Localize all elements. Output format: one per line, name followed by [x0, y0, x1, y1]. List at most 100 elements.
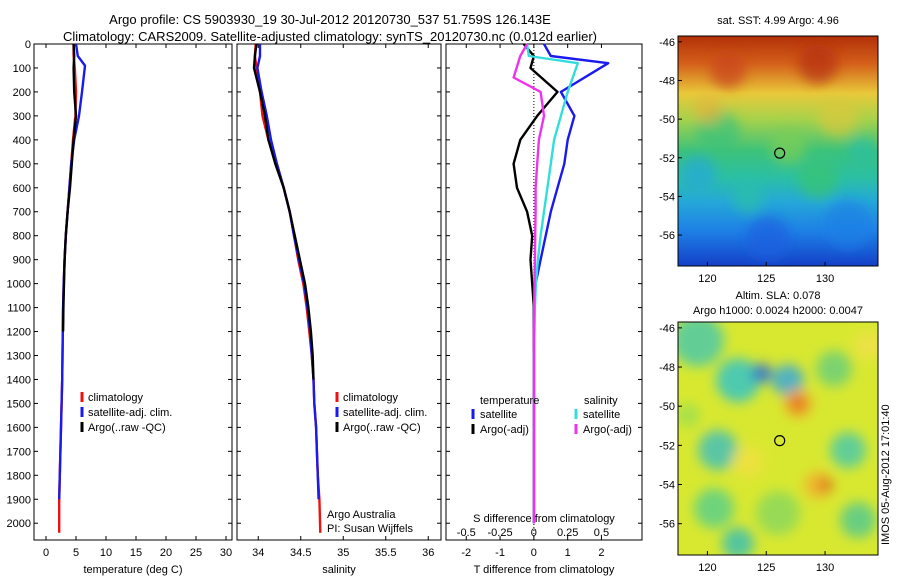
s-diff-tick-label: -0.5	[457, 527, 476, 539]
map-fill	[678, 322, 878, 555]
plot-frame	[236, 43, 442, 541]
sla-map-panel: -46 -48 -50 -52 -54 -56 120 125 130 Altim. SLA: 0…	[659, 290, 879, 574]
sst-patch	[818, 96, 858, 137]
sla-patch	[678, 322, 724, 367]
y-tick-label: -46	[659, 37, 675, 49]
x-tick-label: 125	[757, 562, 775, 574]
plot-frame	[33, 43, 233, 541]
x-tick-label: 35	[337, 547, 349, 559]
x-tick-label: 130	[816, 273, 834, 285]
y-tick-label: 1900	[7, 494, 31, 506]
x-tick-label: 34.5	[290, 547, 311, 559]
x-tick-label: 0	[531, 547, 537, 559]
sst-map-title: sat. SST: 4.99 Argo: 4.96	[717, 15, 839, 27]
x-tick-label: 1	[565, 547, 571, 559]
y-tick-label: -54	[659, 480, 675, 492]
sla-patch	[840, 502, 876, 539]
y-tick-label: 1100	[7, 303, 31, 315]
x-tick-label: 36	[422, 547, 434, 559]
x-tick-label: 25	[190, 547, 202, 559]
y-tick-label: 100	[13, 63, 31, 75]
y-tick-label: 1200	[7, 327, 31, 339]
legend-label: Argo(..raw -QC)	[88, 422, 166, 434]
sla-patch	[722, 527, 754, 555]
y-tick-label: -52	[659, 440, 675, 452]
y-tick-label: 1500	[7, 398, 31, 410]
argo-position-marker	[774, 435, 786, 447]
figure-title-line2: Climatology: CARS2009. Satellite-adjuste…	[62, 29, 597, 44]
x-tick-label: 35.5	[375, 547, 396, 559]
x-tick-label: 120	[698, 562, 716, 574]
s-diff-axis-label: S difference from climatology	[473, 513, 615, 525]
y-tick-label: -56	[659, 230, 675, 242]
y-tick-label: -54	[659, 191, 675, 203]
legend-label: climatology	[343, 392, 399, 404]
sla-patch	[716, 358, 760, 403]
x-tick-label: 10	[100, 547, 112, 559]
y-tick-label: 700	[13, 207, 31, 219]
sla-patch	[698, 430, 738, 471]
x-tick-label: 125	[757, 273, 775, 285]
argo-position-marker	[774, 147, 786, 159]
sla-patch	[752, 363, 772, 384]
legend-label: climatology	[88, 392, 144, 404]
sst-patch	[770, 128, 806, 165]
plot-frame	[445, 43, 643, 541]
sla-map-title: Altim. SLA: 0.078	[736, 290, 821, 302]
y-tick-label: 200	[13, 87, 31, 99]
sst-map-panel: -46 -48 -50 -52 -54 -56 120 125 130 sat. SST: 4.9…	[659, 15, 879, 285]
credit-line-1: Argo Australia	[327, 509, 396, 521]
x-axis-label: temperature (deg C)	[83, 564, 182, 576]
y-tick-label: 1800	[7, 470, 31, 482]
y-tick-label: 1400	[7, 374, 31, 386]
s-diff-tick-label: 0	[531, 527, 537, 539]
x-tick-label: 15	[130, 547, 142, 559]
sla-patch	[804, 471, 832, 500]
x-tick-label: 30	[220, 547, 232, 559]
legend-label: Argo(..raw -QC)	[343, 422, 421, 434]
x-axis-label: T difference from climatology	[474, 564, 615, 576]
profile-panel-3: -2 -1 0 1 2 T difference from climatology -0.5…	[445, 43, 643, 576]
sla-map-subtitle: Argo h1000: 0.0024 h2000: 0.0047	[693, 305, 863, 317]
x-tick-label: 120	[698, 273, 716, 285]
x-tick-label: 34	[252, 547, 264, 559]
series-line-3	[252, 43, 315, 380]
legend-label: satellite-adj. clim.	[88, 407, 172, 419]
sst-patch	[798, 43, 838, 84]
s-diff-tick-label: -0.25	[488, 527, 513, 539]
s-diff-tick-label: 0.25	[557, 527, 578, 539]
x-axis-label: salinity	[322, 564, 356, 576]
profile-panel-2: 34 34.5 35 35.5 36 salinity climatology satelli…	[236, 43, 442, 576]
sla-patch	[678, 403, 700, 428]
sla-patch	[732, 445, 764, 478]
x-tick-label: 0	[43, 547, 49, 559]
legend-label: Argo(-adj)	[583, 424, 632, 436]
sla-texture	[678, 322, 878, 555]
map-frame	[677, 35, 879, 267]
x-tick-label: 20	[160, 547, 172, 559]
y-tick-label: 0	[25, 39, 31, 51]
y-tick-label: 600	[13, 183, 31, 195]
sst-texture	[680, 43, 876, 261]
x-tick-label: -1	[495, 547, 505, 559]
y-tick-label: -50	[659, 401, 675, 413]
sst-patch	[746, 216, 790, 261]
legend-label: satellite	[480, 409, 517, 421]
legend-label: Argo(-adj)	[480, 424, 529, 436]
map-frame	[677, 321, 879, 556]
y-tick-label: -52	[659, 153, 675, 165]
sst-patch	[680, 156, 716, 192]
y-tick-label: 800	[13, 231, 31, 243]
x-tick-label: 130	[816, 562, 834, 574]
sla-patch	[772, 364, 804, 397]
sla-patch	[791, 396, 805, 411]
figure-title-line1: Argo profile: CS 5903930_19 30-Jul-2012 …	[109, 12, 551, 27]
legend-group-title: temperature	[480, 395, 539, 407]
y-tick-label: 300	[13, 111, 31, 123]
sla-patch	[819, 478, 833, 493]
series-line-3	[61, 43, 78, 332]
sst-patch	[694, 95, 722, 124]
s-diff-tick-label: 0.5	[594, 527, 609, 539]
map-fill	[678, 36, 878, 266]
y-tick-label: -50	[659, 114, 675, 126]
